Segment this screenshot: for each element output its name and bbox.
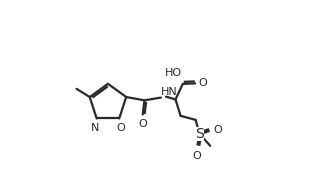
Text: HN: HN [161,87,178,97]
Text: O: O [198,78,207,88]
Text: O: O [117,123,125,133]
Text: HO: HO [165,68,182,78]
Text: O: O [192,151,201,161]
Text: N: N [91,123,99,133]
Text: O: O [138,119,147,129]
Text: O: O [214,125,222,135]
Text: S: S [195,128,204,141]
